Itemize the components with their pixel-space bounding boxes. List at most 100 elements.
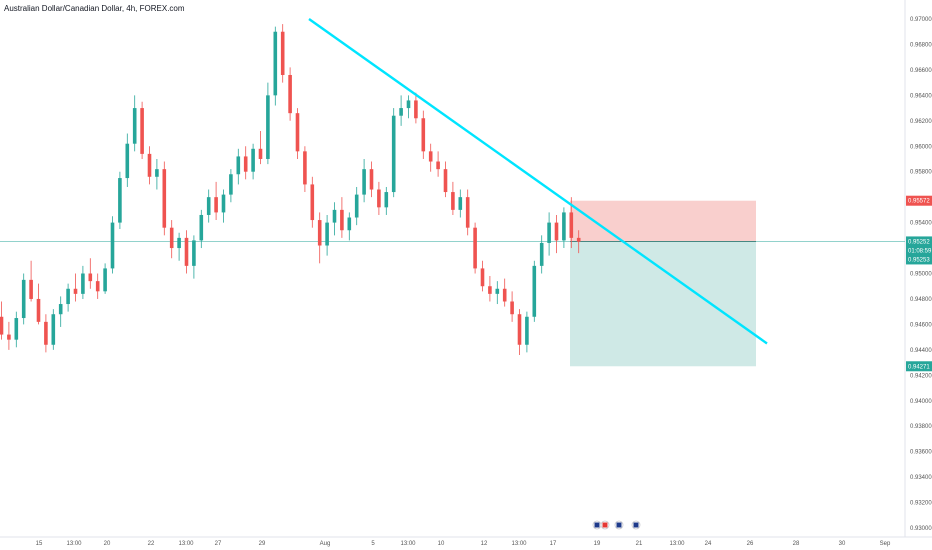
candle-body[interactable]	[562, 212, 566, 241]
candle-body[interactable]	[288, 74, 292, 114]
candle-body[interactable]	[465, 197, 470, 228]
candle-body[interactable]	[162, 169, 167, 228]
candle-body[interactable]	[517, 314, 522, 345]
candle-body[interactable]	[317, 220, 322, 246]
last-price-badge	[906, 236, 932, 265]
candle-body[interactable]	[273, 31, 278, 96]
take-profit-zone[interactable]	[570, 241, 756, 367]
candle-body[interactable]	[280, 31, 285, 75]
candle-body[interactable]	[7, 334, 11, 340]
candle-body[interactable]	[354, 194, 359, 218]
candle-body[interactable]	[147, 153, 152, 177]
stop-loss-zone[interactable]	[570, 200, 756, 242]
candle-body[interactable]	[310, 184, 315, 221]
candle-body[interactable]	[488, 286, 492, 294]
candle-body[interactable]	[51, 314, 56, 345]
candle-body[interactable]	[81, 273, 85, 294]
y-tick-label: 0.96000	[910, 144, 932, 150]
candle-body[interactable]	[44, 321, 48, 345]
candle-body[interactable]	[214, 197, 218, 213]
candle-body[interactable]	[103, 268, 107, 292]
x-tick-label: 13:00	[178, 541, 194, 547]
candle-body[interactable]	[443, 169, 448, 193]
stop-price-badge-label: 0.95572	[908, 199, 930, 205]
candle-body[interactable]	[66, 288, 70, 305]
candle-body[interactable]	[377, 189, 381, 208]
candle-body[interactable]	[21, 279, 26, 319]
candle-body[interactable]	[29, 279, 33, 299]
trendline[interactable]	[308, 18, 768, 345]
candle-body[interactable]	[192, 240, 196, 266]
candle-body[interactable]	[510, 301, 514, 315]
candle-body[interactable]	[436, 161, 440, 170]
candle-body[interactable]	[295, 113, 300, 152]
candle-body[interactable]	[155, 169, 159, 177]
candle-body[interactable]	[110, 222, 115, 269]
y-tick-label: 0.95400	[910, 221, 932, 227]
candle-body[interactable]	[547, 222, 551, 243]
candle-body[interactable]	[406, 100, 411, 109]
candle-body[interactable]	[362, 169, 366, 195]
candle-body[interactable]	[199, 214, 204, 241]
x-tick-label: 22	[148, 541, 155, 547]
candle-body[interactable]	[177, 237, 181, 249]
candle-body[interactable]	[421, 118, 426, 152]
x-tick-label: Sep	[880, 541, 891, 547]
candle-body[interactable]	[347, 217, 352, 231]
candle-body[interactable]	[125, 143, 130, 179]
candle-body[interactable]	[251, 148, 255, 172]
candle-body[interactable]	[266, 95, 270, 159]
y-tick-label: 0.94800	[910, 297, 932, 303]
y-tick-label: 0.93400	[910, 475, 932, 481]
candle-body[interactable]	[502, 288, 507, 302]
x-tick-label: 26	[747, 541, 754, 547]
candle-body[interactable]	[258, 148, 263, 159]
candle-body[interactable]	[221, 194, 226, 213]
candle-body[interactable]	[473, 227, 477, 269]
candle-body[interactable]	[480, 268, 485, 287]
candle-body[interactable]	[229, 174, 233, 195]
candle-body[interactable]	[0, 316, 4, 335]
x-tick-label: 24	[705, 541, 712, 547]
candle-body[interactable]	[243, 156, 248, 172]
candle-body[interactable]	[132, 108, 137, 144]
candle-body[interactable]	[539, 242, 544, 266]
candle-body[interactable]	[303, 151, 307, 185]
candle-body[interactable]	[169, 227, 174, 249]
candle-body[interactable]	[118, 178, 122, 223]
candle-body[interactable]	[88, 273, 93, 282]
candle-body[interactable]	[532, 265, 537, 317]
candle-body[interactable]	[236, 156, 241, 175]
countdown-label: 01:08:59	[908, 248, 932, 254]
candle-body[interactable]	[340, 209, 344, 231]
x-tick-label: 27	[215, 541, 222, 547]
candle-body[interactable]	[369, 169, 374, 190]
candle-body[interactable]	[140, 108, 144, 154]
candle-body[interactable]	[325, 222, 329, 246]
candle-body[interactable]	[36, 298, 41, 322]
y-tick-label: 0.95000	[910, 272, 932, 278]
candle-body[interactable]	[414, 100, 418, 119]
candle-body[interactable]	[384, 192, 389, 208]
y-tick-label: 0.94400	[910, 348, 932, 354]
candle-body[interactable]	[458, 197, 463, 210]
candle-body[interactable]	[451, 192, 455, 210]
candle-body[interactable]	[14, 318, 19, 340]
candle-body[interactable]	[95, 281, 100, 292]
y-tick-label: 0.96400	[910, 93, 932, 99]
candle-body[interactable]	[569, 212, 574, 238]
candle-body[interactable]	[576, 237, 581, 242]
candle-body[interactable]	[73, 288, 78, 294]
candle-body[interactable]	[206, 197, 211, 215]
candle-body[interactable]	[399, 108, 403, 116]
candle-body[interactable]	[554, 222, 559, 241]
candle-body[interactable]	[332, 209, 337, 223]
candle-body[interactable]	[391, 115, 396, 193]
candle-body[interactable]	[525, 316, 529, 345]
candle-body[interactable]	[495, 288, 500, 294]
candle-body[interactable]	[428, 151, 433, 162]
candle-body[interactable]	[58, 304, 63, 315]
candle-body[interactable]	[184, 237, 189, 266]
y-tick-label: 0.94600	[910, 322, 932, 328]
